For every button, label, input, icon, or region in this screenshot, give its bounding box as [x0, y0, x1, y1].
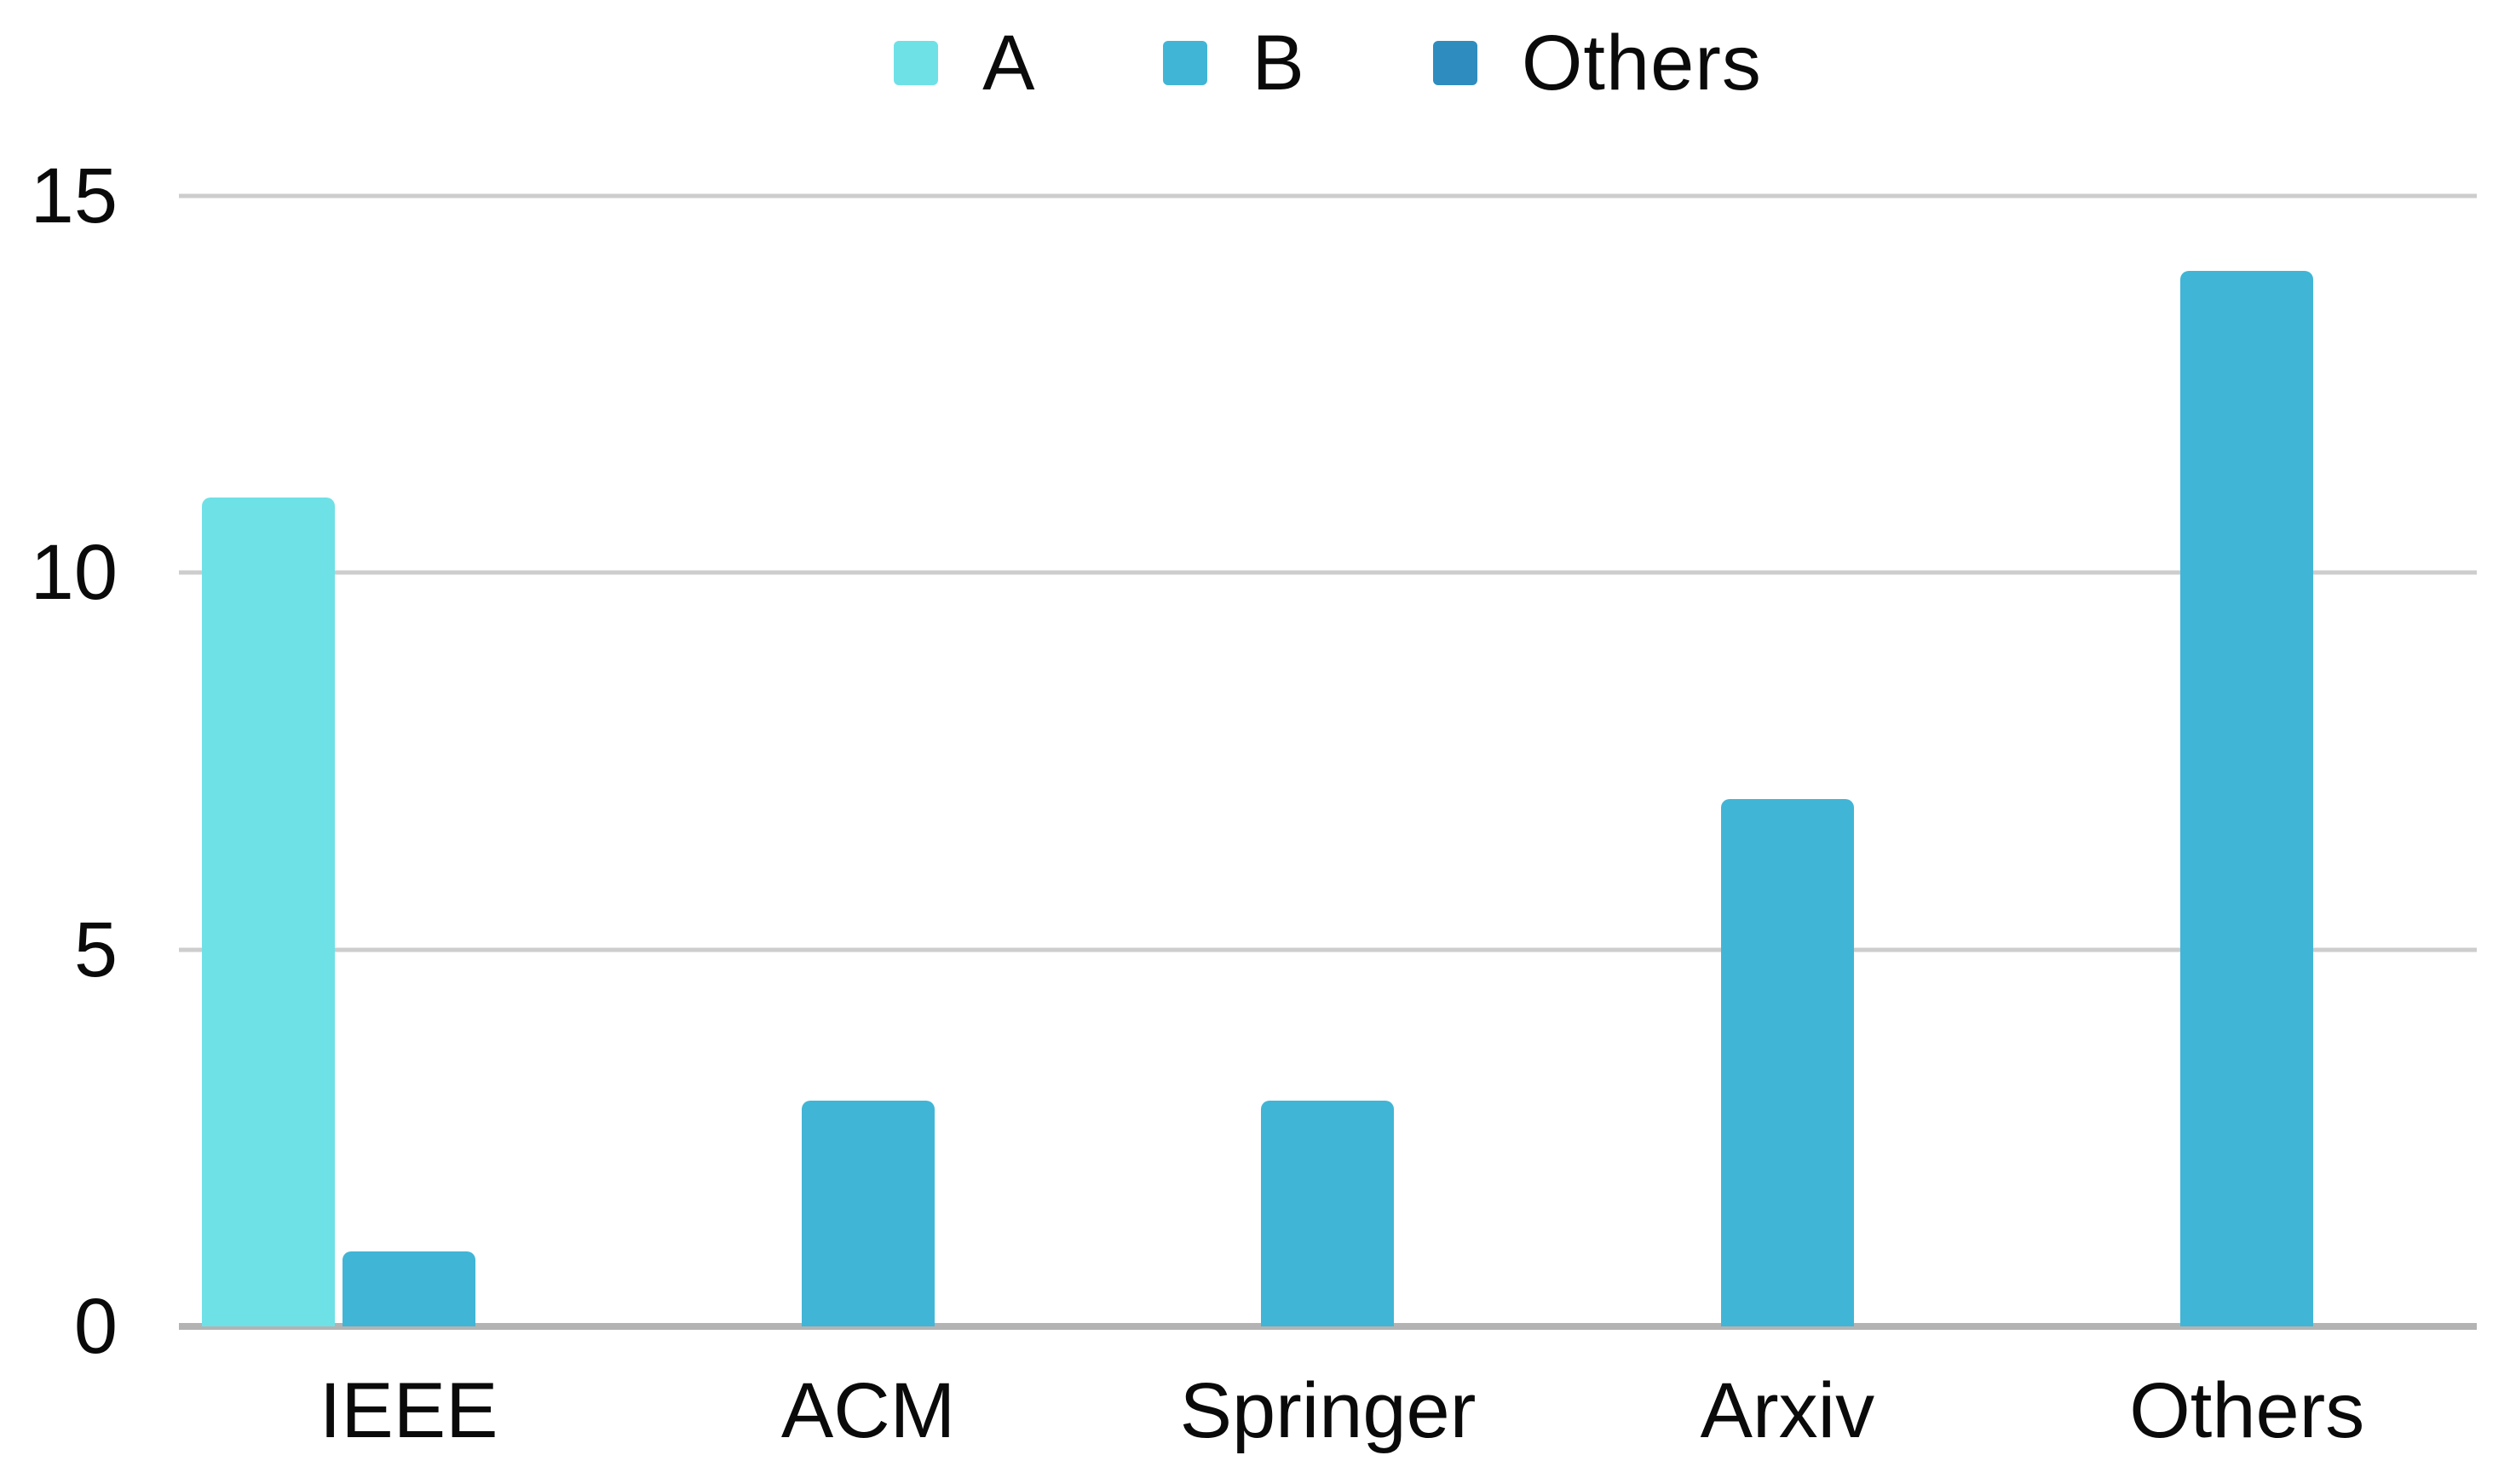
- legend-item-others[interactable]: Others: [1432, 20, 1762, 106]
- x-tick-label-acm: ACM: [780, 1367, 956, 1454]
- legend-label: A: [982, 20, 1036, 106]
- x-tick-label-arxiv: Arxiv: [1700, 1367, 1875, 1454]
- legend-swatch-icon: [1163, 41, 1208, 85]
- bar-group-springer: [1098, 196, 1557, 1326]
- y-tick-label-0: 0: [73, 1283, 118, 1370]
- x-tick-label-springer: Springer: [1179, 1367, 1477, 1454]
- y-tick-label-5: 5: [73, 906, 118, 993]
- legend-item-b[interactable]: B: [1163, 24, 1304, 102]
- x-tick-label-ieee: IEEE: [319, 1367, 498, 1454]
- bar-acm-b[interactable]: [802, 1100, 935, 1326]
- bar-group-others: [2018, 196, 2477, 1326]
- bar-group-arxiv: [1557, 196, 2017, 1326]
- bar-arxiv-b[interactable]: [1720, 798, 1854, 1326]
- bar-groups: [179, 196, 2477, 1326]
- bar-springer-b[interactable]: [1261, 1100, 1395, 1326]
- bar-group-acm: [638, 196, 1097, 1326]
- chart-legend: A B Others: [179, 15, 2477, 111]
- x-axis-line: [179, 1323, 2477, 1330]
- bar-others-b[interactable]: [2180, 271, 2314, 1326]
- x-tick-label-others: Others: [2129, 1367, 2365, 1454]
- x-axis-labels: IEEE ACM Springer Arxiv Others: [179, 1367, 2477, 1454]
- y-tick-label-15: 15: [30, 152, 118, 239]
- gridline-y-10: [179, 570, 2477, 575]
- bar-group-ieee: [179, 196, 638, 1326]
- legend-swatch-icon: [1432, 41, 1477, 85]
- legend-item-a[interactable]: A: [894, 24, 1035, 102]
- plot-area: [179, 193, 2477, 1330]
- gridline-y-5: [179, 947, 2477, 952]
- legend-label: Others: [1521, 20, 1762, 106]
- legend-label: B: [1252, 20, 1305, 106]
- bar-ieee-a[interactable]: [201, 497, 335, 1326]
- y-tick-label-10: 10: [30, 529, 118, 617]
- bar-ieee-b[interactable]: [342, 1251, 475, 1326]
- gridline-y-15: [179, 193, 2477, 198]
- legend-swatch-icon: [894, 41, 939, 85]
